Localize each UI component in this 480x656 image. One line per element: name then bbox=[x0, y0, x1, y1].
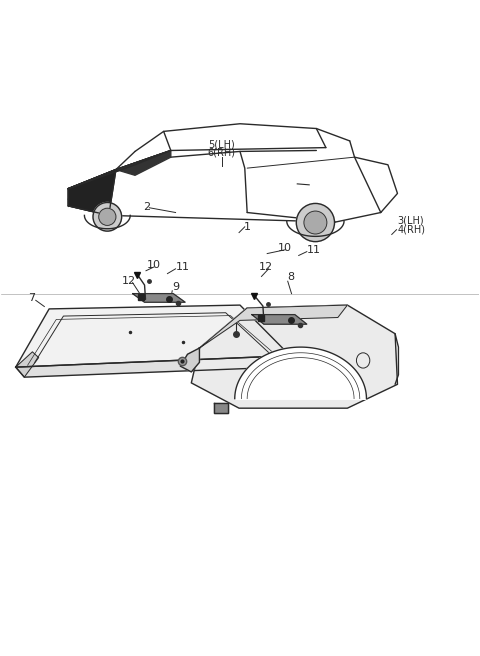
Polygon shape bbox=[214, 403, 228, 413]
Polygon shape bbox=[192, 305, 397, 408]
Polygon shape bbox=[16, 352, 38, 377]
Text: 12: 12 bbox=[259, 262, 273, 272]
Polygon shape bbox=[235, 347, 366, 399]
Text: 10: 10 bbox=[147, 260, 161, 270]
Text: 12: 12 bbox=[121, 276, 136, 286]
Polygon shape bbox=[180, 348, 199, 372]
Polygon shape bbox=[68, 169, 116, 215]
Text: 8: 8 bbox=[288, 272, 295, 282]
Text: 9: 9 bbox=[172, 282, 180, 292]
Text: 3(LH): 3(LH) bbox=[397, 216, 424, 226]
Polygon shape bbox=[199, 305, 348, 348]
Text: 6(RH): 6(RH) bbox=[208, 147, 236, 157]
Text: 4(RH): 4(RH) bbox=[397, 224, 425, 235]
Polygon shape bbox=[16, 356, 290, 377]
Circle shape bbox=[296, 203, 335, 241]
Polygon shape bbox=[68, 150, 171, 189]
Polygon shape bbox=[116, 150, 171, 175]
Text: 11: 11 bbox=[176, 262, 190, 272]
Text: 1: 1 bbox=[244, 222, 251, 232]
Circle shape bbox=[304, 211, 327, 234]
Polygon shape bbox=[16, 305, 290, 367]
Text: 2: 2 bbox=[144, 201, 151, 212]
Text: 5(LH): 5(LH) bbox=[208, 140, 235, 150]
Text: 10: 10 bbox=[278, 243, 292, 253]
Polygon shape bbox=[252, 315, 307, 324]
Polygon shape bbox=[132, 294, 185, 302]
Circle shape bbox=[93, 203, 121, 231]
Circle shape bbox=[99, 208, 116, 226]
Text: 11: 11 bbox=[307, 245, 321, 255]
Text: 7: 7 bbox=[28, 293, 35, 303]
